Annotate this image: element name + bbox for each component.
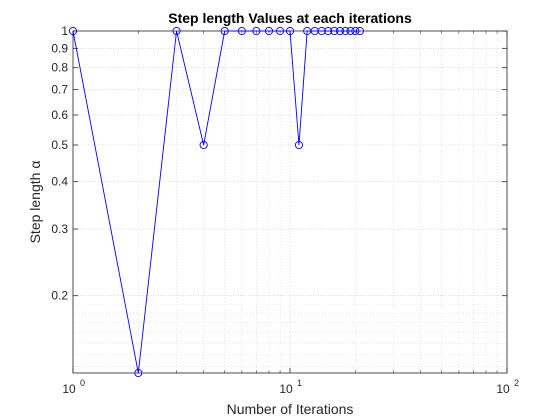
- x-axis-label: Number of Iterations: [227, 401, 354, 417]
- x-tick-label: 10: [496, 382, 510, 396]
- x-tick-label-exponent: 2: [514, 378, 519, 388]
- y-tick-labels: 0.2 0.3 0.4 0.5 0.6 0.7 0.8 0.9 1: [51, 24, 68, 303]
- x-tick-labels: 10 0 10 1 10 2: [62, 378, 519, 396]
- x-tick-label: 10: [62, 382, 76, 396]
- y-tick-label: 1: [61, 24, 68, 38]
- y-tick-label: 0.8: [51, 61, 68, 75]
- y-tick-label: 0.3: [51, 222, 68, 236]
- y-tick-label: 0.4: [51, 175, 68, 189]
- y-tick-label: 0.5: [51, 138, 68, 152]
- x-tick-label-exponent: 1: [297, 378, 302, 388]
- y-tick-label: 0.6: [51, 108, 68, 122]
- y-tick-label: 0.2: [51, 289, 68, 303]
- y-tick-label: 0.7: [51, 83, 68, 97]
- y-axis-label: Step length α: [27, 161, 43, 244]
- y-tick-label: 0.9: [51, 41, 68, 55]
- x-tick-label-exponent: 0: [80, 378, 85, 388]
- x-tick-label: 10: [279, 382, 293, 396]
- chart-title: Step length Values at each iterations: [168, 10, 412, 26]
